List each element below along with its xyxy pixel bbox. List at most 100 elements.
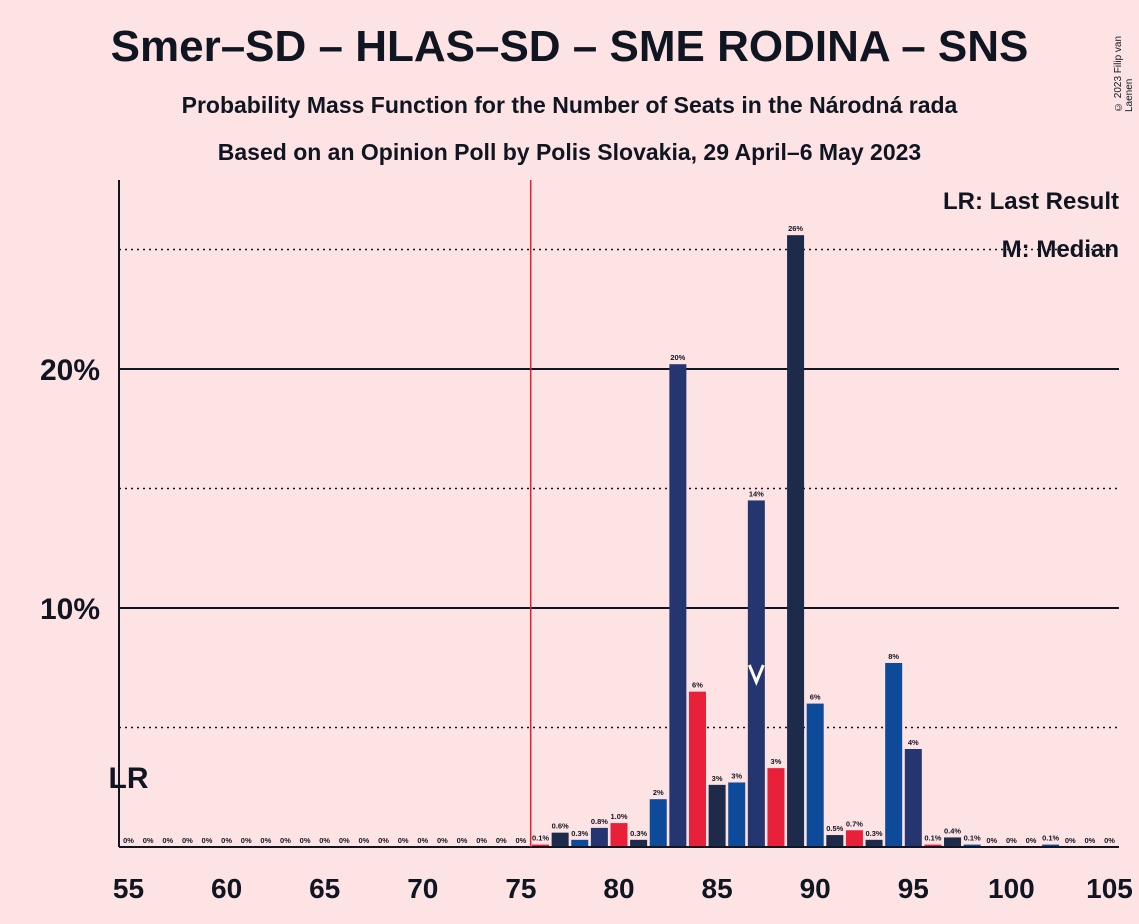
data-label: 2%: [653, 788, 664, 797]
data-label: 0%: [437, 836, 448, 845]
data-label: 0%: [359, 836, 370, 845]
data-label: 0%: [280, 836, 291, 845]
data-label: 0.1%: [532, 834, 549, 843]
data-label: 0%: [143, 836, 154, 845]
data-label: 0.1%: [964, 834, 981, 843]
data-label: 0%: [319, 836, 330, 845]
data-label: 0%: [417, 836, 428, 845]
data-label: 0.6%: [552, 822, 569, 831]
data-label: 0%: [300, 836, 311, 845]
data-label: 0%: [339, 836, 350, 845]
bar-seat-78: [571, 839, 589, 847]
x-tick-label: 65: [309, 873, 340, 904]
data-label: 0%: [1104, 836, 1115, 845]
bar-seat-82: [649, 799, 667, 847]
data-label: 0%: [162, 836, 173, 845]
bar-seat-83: [669, 364, 687, 847]
x-tick-label: 70: [407, 873, 438, 904]
data-label: 14%: [749, 489, 764, 498]
data-label: 8%: [888, 652, 899, 661]
bar-seat-97: [944, 837, 962, 847]
x-tick-label: 85: [702, 873, 733, 904]
data-label: 0%: [398, 836, 409, 845]
x-tick-label: 75: [505, 873, 536, 904]
bar-seat-77: [551, 832, 569, 847]
data-label: 0%: [1026, 836, 1037, 845]
data-label: 3%: [712, 774, 723, 783]
data-label: 0%: [221, 836, 232, 845]
data-label: 6%: [810, 693, 821, 702]
data-label: 0.8%: [591, 817, 608, 826]
chart-source: Based on an Opinion Poll by Polis Slovak…: [217, 139, 922, 165]
data-label: 0%: [241, 836, 252, 845]
y-axis-ticks: 10% 20%: [40, 354, 100, 626]
data-label: 0%: [123, 836, 134, 845]
data-labels: 0% 0% 0% 0% 0% 0% 0% 0% 0% 0% 0% 0% 0% 0% 0% 0% 0% 0% 0% 0%…: [123, 224, 1115, 845]
data-label: 0.3%: [630, 829, 647, 838]
bar-seat-87: [747, 500, 765, 847]
bar-seat-89: [787, 235, 805, 847]
x-tick-label: 100: [988, 873, 1035, 904]
data-label: 0.3%: [571, 829, 588, 838]
x-tick-label: 105: [1086, 873, 1133, 904]
bars: [532, 235, 1060, 847]
data-label: 20%: [670, 353, 685, 362]
data-label: 3%: [771, 757, 782, 766]
data-label: 0.3%: [866, 829, 883, 838]
data-label: 0%: [1006, 836, 1017, 845]
data-label: 0.5%: [826, 824, 843, 833]
data-label: 0%: [515, 836, 526, 845]
data-label: 0.4%: [944, 826, 961, 835]
bar-seat-81: [630, 839, 648, 847]
data-label: 0%: [476, 836, 487, 845]
x-tick-label: 60: [211, 873, 242, 904]
x-tick-label: 55: [113, 873, 144, 904]
chart-subtitle: Probability Mass Function for the Number…: [181, 92, 958, 118]
legend-median: M: Median: [1002, 236, 1119, 263]
data-label: 6%: [692, 681, 703, 690]
data-label: 0%: [986, 836, 997, 845]
bar-seat-91: [826, 835, 844, 847]
bar-seat-85: [708, 784, 726, 847]
bar-seat-88: [767, 768, 785, 847]
data-label: 0%: [1065, 836, 1076, 845]
gridlines: [119, 248, 1119, 729]
bar-seat-80: [610, 823, 628, 847]
bar-seat-79: [590, 827, 608, 847]
data-label: 0.1%: [1042, 834, 1059, 843]
bar-seat-92: [845, 830, 863, 847]
x-tick-label: 90: [800, 873, 831, 904]
bar-seat-84: [688, 691, 706, 847]
x-tick-label: 95: [898, 873, 929, 904]
legend-last-result: LR: Last Result: [943, 188, 1119, 215]
data-label: 0%: [378, 836, 389, 845]
data-label: 4%: [908, 738, 919, 747]
bar-seat-93: [865, 839, 883, 847]
median-marker: [747, 664, 765, 686]
data-label: 3%: [731, 771, 742, 780]
data-label: 0.1%: [924, 834, 941, 843]
data-label: 1.0%: [610, 812, 627, 821]
data-label: 0%: [496, 836, 507, 845]
y-tick-label: 10%: [40, 593, 100, 626]
bar-seat-76: [532, 844, 550, 847]
data-label: 26%: [788, 224, 803, 233]
data-label: 0.7%: [846, 819, 863, 828]
bar-seat-86: [728, 782, 746, 847]
data-label: 0%: [182, 836, 193, 845]
data-label: 0%: [1084, 836, 1095, 845]
x-tick-label: 80: [603, 873, 634, 904]
bar-seat-96: [924, 844, 942, 847]
y-tick-label: 20%: [40, 354, 100, 387]
data-label: 0%: [457, 836, 468, 845]
bar-seat-90: [806, 703, 824, 847]
bar-seat-95: [904, 749, 922, 847]
bar-seat-98: [963, 844, 981, 847]
bar-seat-102: [1042, 844, 1060, 847]
chart-title: Smer–SD – HLAS–SD – SME RODINA – SNS: [110, 22, 1029, 71]
data-label: 0%: [260, 836, 271, 845]
x-axis-ticks: 55 60 65 70 75 80 85 90 95 100 105: [113, 873, 1133, 904]
bar-seat-94: [885, 662, 903, 847]
data-label: 0%: [202, 836, 213, 845]
